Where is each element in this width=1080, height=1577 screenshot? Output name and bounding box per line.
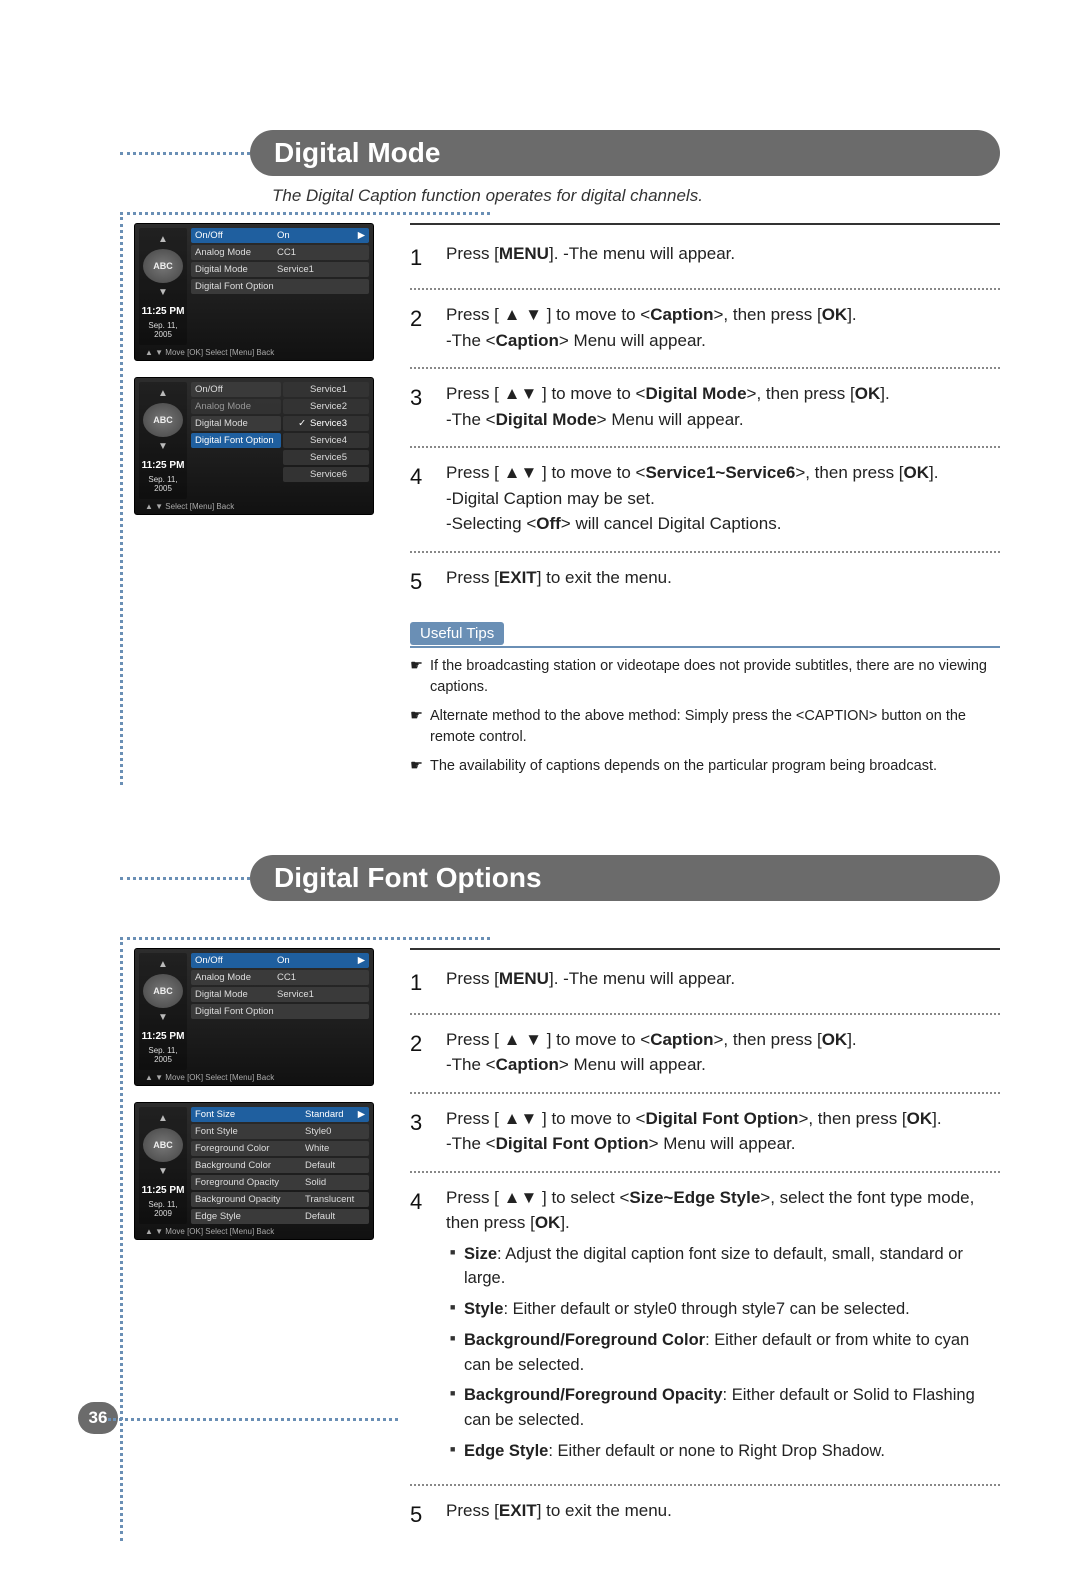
dotted-rule [120, 937, 490, 940]
menu-time: 11:25 PM [142, 1185, 185, 1196]
caption-icon: ABC [143, 974, 183, 1008]
section-digital-font-options-header: Digital Font Options [120, 855, 1000, 901]
down-arrow-icon: ▼ [158, 1166, 168, 1177]
section-subtitle: The Digital Caption function operates fo… [272, 186, 1000, 206]
step-3: 3Press [ ▲▼ ] to move to <Digital Font O… [410, 1100, 1000, 1167]
menu-row: On/OffOn▶ [191, 228, 369, 243]
menu-row: Analog ModeCC1 [191, 970, 369, 985]
down-arrow-icon: ▼ [158, 1012, 168, 1023]
divider [410, 223, 1000, 225]
menu-row: Foreground ColorWhite [191, 1141, 369, 1156]
divider [410, 1484, 1000, 1486]
divider [410, 446, 1000, 448]
section-title: Digital Font Options [250, 855, 1000, 901]
tip-item: Alternate method to the above method: Si… [410, 706, 1000, 748]
menu-row: Edge StyleDefault [191, 1209, 369, 1224]
divider [410, 551, 1000, 553]
up-arrow-icon: ▲ [158, 1113, 168, 1124]
menu-screenshot: ▲ ABC ▼ 11:25 PM Sep. 11, 2005 On/OffOn▶… [134, 223, 374, 361]
step-4: 4Press [ ▲▼ ] to move to <Service1~Servi… [410, 454, 1000, 547]
up-arrow-icon: ▲ [158, 234, 168, 245]
menu-row: Font StyleStyle0 [191, 1124, 369, 1139]
menu-date: Sep. 11, 2009 [141, 1200, 185, 1218]
step-4: 4 Press [ ▲▼ ] to select <Size~Edge Styl… [410, 1179, 1000, 1480]
menu-screenshot: ▲ ABC ▼ 11:25 PM Sep. 11, 2009 Font Size… [134, 1102, 374, 1240]
menu-row: Background OpacityTranslucent [191, 1192, 369, 1207]
menu-footer: ▲ ▼ Move [OK] Select [Menu] Back [139, 1224, 369, 1237]
menu-row: Font SizeStandard▶ [191, 1107, 369, 1122]
divider [410, 1092, 1000, 1094]
caption-icon: ABC [143, 249, 183, 283]
down-arrow-icon: ▼ [158, 441, 168, 452]
menu-time: 11:25 PM [142, 1031, 185, 1042]
section-title: Digital Mode [250, 130, 1000, 176]
divider [410, 367, 1000, 369]
dotted-vertical-rule [120, 217, 123, 785]
menu-row: On/OffOn▶ [191, 953, 369, 968]
menu-footer: ▲ ▼ Select [Menu] Back [139, 499, 369, 512]
caption-icon: ABC [143, 1128, 183, 1162]
step-1: 1Press [MENU]. -The menu will appear. [410, 235, 1000, 284]
step-5: 5Press [EXIT] to exit the menu. [410, 559, 1000, 608]
bullet-item: Size: Adjust the digital caption font si… [450, 1242, 1000, 1292]
menu-time: 11:25 PM [142, 460, 185, 471]
dotted-leader [120, 152, 250, 155]
step-3: 3Press [ ▲▼ ] to move to <Digital Mode>,… [410, 375, 1000, 442]
menu-date: Sep. 11, 2005 [141, 321, 185, 339]
dotted-leader [120, 877, 250, 880]
step-1: 1Press [MENU]. -The menu will appear. [410, 960, 1000, 1009]
up-arrow-icon: ▲ [158, 388, 168, 399]
menu-date: Sep. 11, 2005 [141, 1046, 185, 1064]
step-2: 2Press [ ▲ ▼ ] to move to <Caption>, the… [410, 1021, 1000, 1088]
bullet-item: Background/Foreground Color: Either defa… [450, 1328, 1000, 1378]
dotted-rule [120, 212, 490, 215]
bullet-item: Edge Style: Either default or none to Ri… [450, 1439, 1000, 1464]
tip-item: The availability of captions depends on … [410, 756, 1000, 777]
menu-row: Digital Font Option [191, 279, 369, 294]
menu-row: Background ColorDefault [191, 1158, 369, 1173]
bullet-item: Style: Either default or style0 through … [450, 1297, 1000, 1322]
step-text: Press [ ▲▼ ] to select <Size~Edge Style>… [446, 1185, 1000, 1236]
menu-time: 11:25 PM [142, 306, 185, 317]
menu-row: Digital ModeService1 [191, 262, 369, 277]
useful-tips: Useful Tips If the broadcasting station … [410, 622, 1000, 777]
menu-screenshot: ▲ ABC ▼ 11:25 PM Sep. 11, 2005 On/OffOn▶… [134, 948, 374, 1086]
menu-footer: ▲ ▼ Move [OK] Select [Menu] Back [139, 345, 369, 358]
up-arrow-icon: ▲ [158, 959, 168, 970]
divider [410, 948, 1000, 950]
bullet-item: Background/Foreground Opacity: Either de… [450, 1383, 1000, 1433]
menu-date: Sep. 11, 2005 [141, 475, 185, 493]
menu-footer: ▲ ▼ Move [OK] Select [Menu] Back [139, 1070, 369, 1083]
dotted-tail [108, 1418, 398, 1577]
step-2: 2Press [ ▲ ▼ ] to move to <Caption>, the… [410, 296, 1000, 363]
tip-item: If the broadcasting station or videotape… [410, 656, 1000, 698]
down-arrow-icon: ▼ [158, 287, 168, 298]
step-5: 5Press [EXIT] to exit the menu. [410, 1492, 1000, 1541]
tips-label: Useful Tips [410, 622, 504, 645]
menu-row: Digital ModeService1 [191, 987, 369, 1002]
menu-row: Foreground OpacitySolid [191, 1175, 369, 1190]
divider [410, 1171, 1000, 1173]
divider [410, 1013, 1000, 1015]
menu-row: Analog ModeCC1 [191, 245, 369, 260]
menu-screenshot: ▲ ABC ▼ 11:25 PM Sep. 11, 2005 On/OffAna… [134, 377, 374, 515]
caption-icon: ABC [143, 403, 183, 437]
divider [410, 288, 1000, 290]
menu-row: Digital Font Option [191, 1004, 369, 1019]
section-digital-mode-header: Digital Mode [120, 130, 1000, 176]
